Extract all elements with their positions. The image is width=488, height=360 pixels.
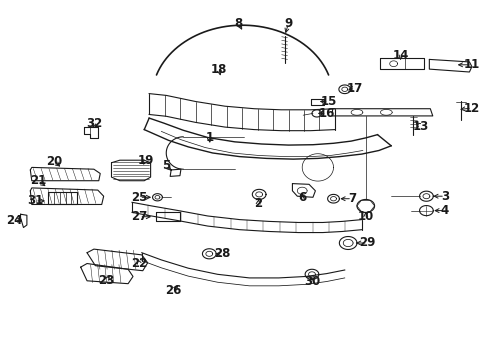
Text: 28: 28 [214, 247, 230, 260]
Text: 2: 2 [254, 197, 262, 210]
Text: 23: 23 [98, 274, 115, 287]
Text: 12: 12 [463, 102, 479, 114]
Text: 26: 26 [165, 284, 182, 297]
Text: 32: 32 [85, 117, 102, 130]
Text: 30: 30 [303, 275, 320, 288]
Text: 9: 9 [284, 17, 292, 30]
Text: 10: 10 [357, 210, 373, 223]
Text: 18: 18 [210, 63, 227, 76]
Text: 25: 25 [131, 191, 147, 204]
Text: 4: 4 [440, 204, 448, 217]
Text: 6: 6 [298, 191, 305, 204]
Text: 7: 7 [347, 192, 355, 205]
Text: 5: 5 [162, 159, 170, 172]
Text: 19: 19 [137, 154, 154, 167]
Text: 21: 21 [30, 174, 46, 187]
Text: 17: 17 [346, 82, 363, 95]
Text: 13: 13 [411, 120, 428, 132]
Text: 3: 3 [440, 190, 448, 203]
Text: 24: 24 [6, 214, 23, 227]
Text: 22: 22 [131, 257, 147, 270]
Text: 31: 31 [27, 194, 43, 207]
Text: 8: 8 [234, 17, 242, 30]
Text: 29: 29 [359, 237, 375, 249]
Text: 1: 1 [205, 131, 213, 144]
Text: 14: 14 [392, 49, 408, 62]
Text: 20: 20 [45, 155, 62, 168]
Text: 11: 11 [463, 58, 479, 71]
Text: 27: 27 [131, 210, 147, 223]
Text: 15: 15 [320, 95, 336, 108]
Text: 16: 16 [318, 107, 334, 120]
